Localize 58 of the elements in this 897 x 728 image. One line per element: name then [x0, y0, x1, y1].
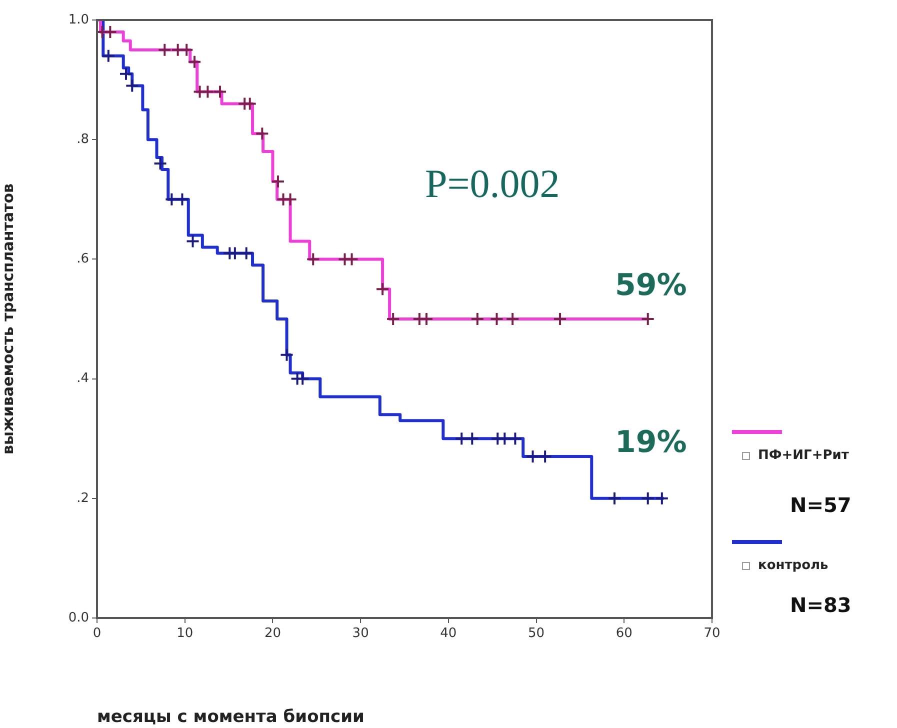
point	[213, 84, 227, 99]
point	[280, 348, 294, 362]
point	[553, 312, 568, 326]
text: ПФ+ИГ+Рит	[758, 448, 849, 463]
y-tick-label: .4	[76, 371, 89, 386]
point	[164, 192, 179, 206]
point	[125, 78, 140, 93]
y-tick-label: .2	[76, 490, 89, 506]
point	[270, 174, 285, 188]
x-tick-label: 60	[616, 626, 632, 642]
point	[498, 432, 512, 446]
x-tick-label: 40	[440, 626, 457, 642]
point	[640, 491, 655, 506]
point	[175, 192, 190, 206]
x-tick-label: 50	[528, 626, 545, 642]
point	[465, 432, 480, 446]
point	[386, 312, 400, 326]
x-tick-label: 20	[264, 626, 281, 642]
point	[255, 126, 270, 141]
point	[508, 432, 522, 446]
point	[538, 450, 552, 464]
y-axis-title: выживаемость трансплантатов	[0, 183, 17, 455]
y-tick-label: 1.0	[68, 12, 89, 28]
annotation: 19%	[615, 425, 687, 460]
text: N=57	[790, 493, 852, 517]
point	[186, 234, 200, 248]
point	[506, 312, 520, 326]
text: N=83	[790, 593, 852, 617]
point	[470, 312, 484, 326]
y-tick-label: .6	[76, 252, 89, 267]
y-tick-label: .8	[76, 132, 89, 147]
x-tick-label: 0	[92, 626, 102, 642]
point	[344, 252, 359, 266]
x-axis-title: месяцы с момента биопсии	[97, 707, 364, 728]
x-tick-label: 30	[352, 626, 369, 642]
point	[376, 282, 390, 296]
point	[654, 491, 669, 506]
x-tick-label: 70	[704, 626, 720, 642]
point	[180, 42, 194, 57]
point	[101, 48, 116, 63]
point	[239, 246, 254, 260]
point	[200, 84, 215, 99]
point	[526, 450, 540, 464]
point	[158, 42, 172, 57]
point	[640, 312, 655, 326]
point	[490, 312, 504, 326]
point	[454, 432, 469, 446]
point	[306, 252, 320, 266]
point	[118, 66, 133, 81]
annotation: P=0.002	[425, 160, 560, 207]
point	[607, 491, 622, 506]
text: контроль	[758, 558, 828, 573]
point	[283, 192, 298, 206]
annotation: 59%	[615, 268, 687, 303]
point	[153, 156, 168, 171]
y-tick-label: 0.0	[68, 610, 89, 626]
point	[188, 54, 202, 69]
x-tick-label: 10	[176, 626, 194, 642]
